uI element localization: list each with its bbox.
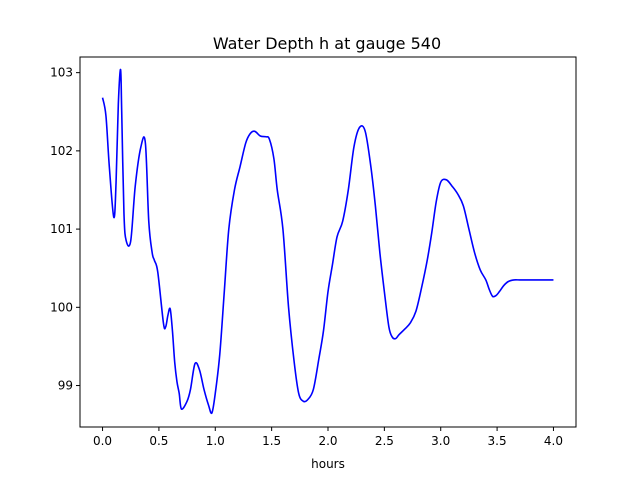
x-tick-label: 4.0	[544, 434, 563, 448]
series-layer	[101, 68, 554, 415]
x-tick-label: 1.0	[206, 434, 225, 448]
series-line-0	[101, 68, 554, 415]
x-tick-label: 3.5	[488, 434, 507, 448]
x-tick-label: 2.0	[318, 434, 337, 448]
y-tick-label: 100	[50, 300, 73, 314]
y-tick-label: 101	[50, 222, 73, 236]
x-tick-label: 0.5	[149, 434, 168, 448]
y-tick-label: 103	[50, 66, 73, 80]
y-tick-label: 99	[58, 379, 73, 393]
x-tick-label: 2.5	[375, 434, 394, 448]
chart-title: Water Depth h at gauge 540	[213, 34, 441, 53]
axis-ticks: 0.0 0.5 1.0 1.5 2.0 2.5 3.0 3.5 4.0 99 100 101 102 10…	[50, 66, 563, 448]
plot-frame	[79, 56, 577, 428]
x-tick-label: 0.0	[93, 434, 112, 448]
x-tick-label: 1.5	[262, 434, 281, 448]
x-axis-label: hours	[311, 457, 345, 471]
x-tick-label: 3.0	[431, 434, 450, 448]
y-tick-label: 102	[50, 144, 73, 158]
